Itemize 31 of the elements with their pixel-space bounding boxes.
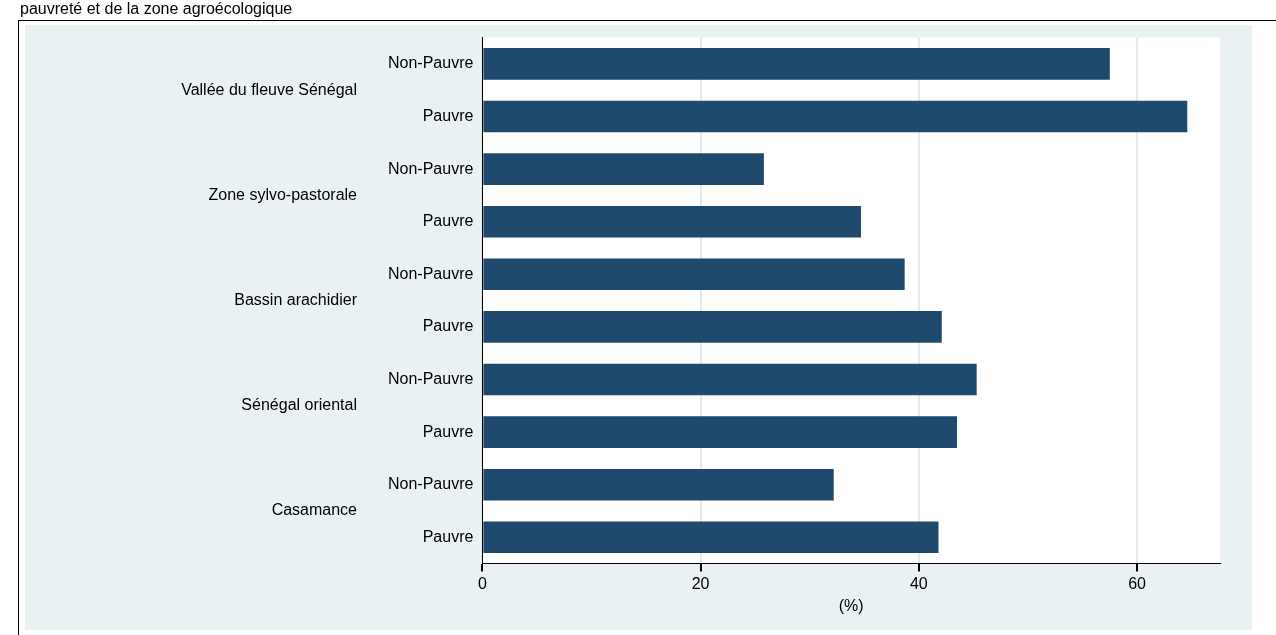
x-tick-label: 0 — [477, 574, 487, 592]
bar — [483, 416, 958, 448]
y-tick-label: Non-Pauvre — [388, 159, 474, 177]
bar — [483, 153, 764, 185]
y-tick-label: Non-Pauvre — [388, 369, 474, 387]
text: pauvreté et de la zone agroécologique — [20, 0, 293, 18]
x-axis-title: (%) — [838, 596, 864, 614]
x-tick-label: 40 — [909, 574, 928, 592]
text: Casamance — [271, 501, 358, 519]
bar — [483, 363, 977, 396]
y-tick-label: Pauvre — [422, 106, 474, 124]
bar — [483, 205, 862, 238]
y-tick-label: Non-Pauvre — [388, 54, 474, 72]
bar — [483, 311, 942, 343]
y-tick-label: Pauvre — [422, 422, 474, 440]
x-tick-label: 20 — [691, 574, 710, 592]
text: Bassin arachidier — [234, 291, 358, 309]
bar — [483, 258, 905, 291]
text: Zone sylvo-pastorale — [208, 185, 358, 203]
bar — [483, 48, 1110, 80]
bar — [483, 100, 1188, 133]
text: Sénégal oriental — [241, 396, 357, 414]
y-tick-label: Non-Pauvre — [388, 475, 474, 493]
y-tick-label: Pauvre — [422, 317, 474, 335]
y-tick-label: Pauvre — [422, 212, 474, 230]
y-tick-label: Non-Pauvre — [388, 264, 474, 282]
text: Vallée du fleuve Sénégal — [181, 80, 357, 98]
bar — [483, 521, 939, 554]
x-tick-label: 60 — [1128, 574, 1147, 592]
bar — [483, 468, 834, 501]
y-tick-label: Pauvre — [422, 527, 474, 545]
